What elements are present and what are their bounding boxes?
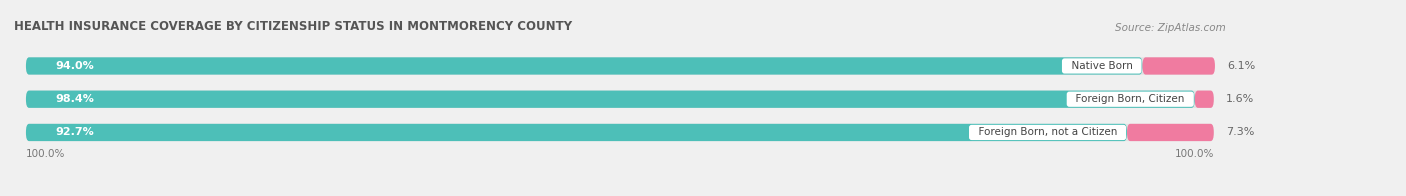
FancyBboxPatch shape <box>25 91 1213 108</box>
Text: 92.7%: 92.7% <box>56 127 94 137</box>
FancyBboxPatch shape <box>1195 91 1213 108</box>
FancyBboxPatch shape <box>25 124 1128 141</box>
Text: Native Born: Native Born <box>1064 61 1139 71</box>
Text: 94.0%: 94.0% <box>56 61 94 71</box>
FancyBboxPatch shape <box>25 57 1143 75</box>
Text: 100.0%: 100.0% <box>25 149 65 159</box>
Text: HEALTH INSURANCE COVERAGE BY CITIZENSHIP STATUS IN MONTMORENCY COUNTY: HEALTH INSURANCE COVERAGE BY CITIZENSHIP… <box>14 20 572 33</box>
Text: 7.3%: 7.3% <box>1226 127 1254 137</box>
FancyBboxPatch shape <box>25 57 1213 75</box>
Text: Source: ZipAtlas.com: Source: ZipAtlas.com <box>1115 23 1226 33</box>
Text: 6.1%: 6.1% <box>1227 61 1256 71</box>
FancyBboxPatch shape <box>25 91 1195 108</box>
Text: Foreign Born, not a Citizen: Foreign Born, not a Citizen <box>972 127 1123 137</box>
FancyBboxPatch shape <box>1128 124 1213 141</box>
FancyBboxPatch shape <box>1143 57 1215 75</box>
FancyBboxPatch shape <box>25 124 1213 141</box>
Text: 100.0%: 100.0% <box>1174 149 1213 159</box>
Text: Foreign Born, Citizen: Foreign Born, Citizen <box>1070 94 1191 104</box>
Text: 98.4%: 98.4% <box>56 94 94 104</box>
Text: 1.6%: 1.6% <box>1226 94 1254 104</box>
